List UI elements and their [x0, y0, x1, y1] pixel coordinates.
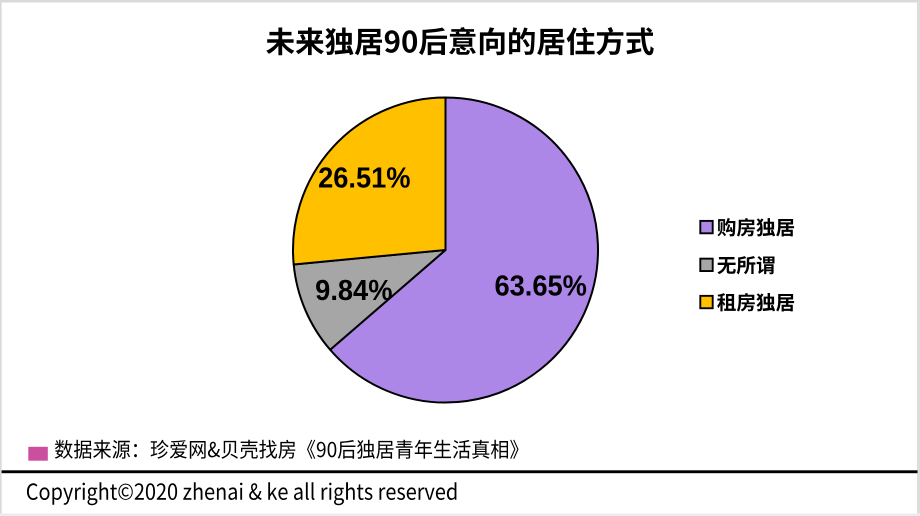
svg-text:26.51%: 26.51%	[318, 162, 410, 194]
svg-text:63.65%: 63.65%	[495, 270, 587, 302]
svg-text:9.84%: 9.84%	[315, 274, 392, 306]
